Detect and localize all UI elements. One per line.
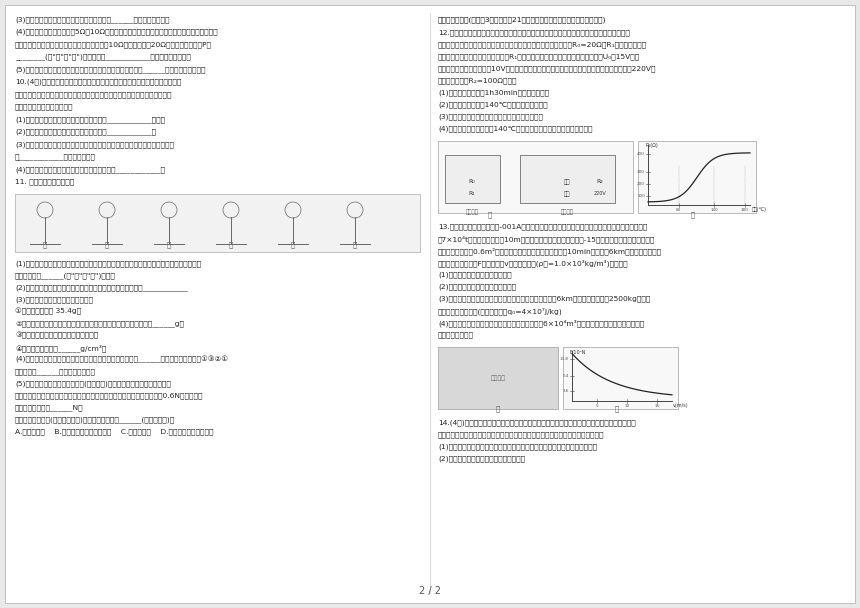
Text: F/10⁴N: F/10⁴N — [570, 349, 587, 354]
Text: ④计算滤汁的密度为______g/cm³；: ④计算滤汁的密度为______g/cm³； — [15, 344, 107, 352]
Text: (4)小海与同学交流后发现：该实验方案会导致所测的密度偏______，若将上述实验步骤①③②①: (4)小海与同学交流后发现：该实验方案会导致所测的密度偏______，若将上述实… — [15, 356, 228, 364]
Text: v(m/s): v(m/s) — [673, 403, 689, 408]
Text: 300: 300 — [637, 170, 645, 174]
Text: 2 / 2: 2 / 2 — [419, 586, 441, 596]
Text: 应将平衡锐尖______(填"左"或"右")旋转；: 应将平衡锐尖______(填"左"或"右")旋转； — [15, 272, 116, 278]
Bar — [638, 141, 756, 213]
Text: 200: 200 — [637, 182, 645, 186]
Bar — [438, 347, 558, 409]
Text: (1)将天平放在水平桌面上，调码归零，指针在分度盘的位置如图甲所示。为了使天平横平，: (1)将天平放在水平桌面上，调码归零，指针在分度盘的位置如图甲所示。为了使天平横… — [15, 260, 201, 267]
Text: 电热丝的电阻値R₂=100Ω，求：: 电热丝的电阻値R₂=100Ω，求： — [438, 77, 518, 84]
Text: (3)改正电路后，还应将滑动变阻器的滑片移至______端，再闭合开关。: (3)改正电路后，还应将滑动变阻器的滑片移至______端，再闭合开关。 — [15, 16, 169, 22]
Text: (3)用相同酒精灯加热，控制水和沙子的质量和加热时间相同，通过比较水和沙: (3)用相同酒精灯加热，控制水和沙子的质量和加热时间相同，通过比较水和沙 — [15, 141, 174, 148]
Text: 工作电路: 工作电路 — [561, 209, 574, 215]
Text: 三、综合应用题(本题分3个小题，共21分，请将答题过程写在答题卡的对应位置): 三、综合应用题(本题分3个小题，共21分，请将答题过程写在答题卡的对应位置) — [438, 16, 606, 22]
Text: (3)调正错误，完成了下列实验步骤：: (3)调正错误，完成了下列实验步骤： — [15, 296, 93, 303]
Text: (4)闭合开关后，小华先后将5Ω和10Ω的电阀分别接入电路，移动滑片进行两次实验，记录数据: (4)闭合开关后，小华先后将5Ω和10Ω的电阀分别接入电路，移动滑片进行两次实验… — [15, 29, 218, 35]
Text: 差一棵白炎灯。我们发现长时间没有人，而这两盏灯比应用一盏灯时连连亮，由此：: 差一棵白炎灯。我们发现长时间没有人，而这两盏灯比应用一盏灯时连连亮，由此： — [438, 431, 605, 438]
Text: R₂: R₂ — [597, 179, 604, 184]
Text: 航母图片: 航母图片 — [490, 375, 506, 381]
Text: 60: 60 — [676, 208, 681, 212]
Text: 180: 180 — [741, 208, 749, 212]
Text: 电压测量器两端的电压达到10V时，电压测量器通过控制开关断开工作电路。工作电路的电压为220V，: 电压测量器两端的电压达到10V时，电压测量器通过控制开关断开工作电路。工作电路的… — [438, 65, 656, 72]
Text: 橡皮料杆壶口；捺出空气封口；然后将橡皮杖濡入水中，静止时计测力小为0.6N。则滤汁测: 橡皮料杆壶口；捺出空气封口；然后将橡皮杖濡入水中，静止时计测力小为0.6N。则滤… — [15, 392, 204, 399]
Text: (2)小海用于调节天平的测量空杆杯质量时，操作中的错误之处____________: (2)小海用于调节天平的测量空杆杯质量时，操作中的错误之处___________… — [15, 284, 187, 291]
Text: 12.某校物理小组在学习了电学相关的知识后设计了一个粗简的烤箌温控电路，如图甲所示。温: 12.某校物理小组在学习了电学相关的知识后设计了一个粗简的烤箌温控电路，如图甲所… — [438, 29, 630, 36]
Text: 开关: 开关 — [564, 191, 570, 196]
Text: 10.8: 10.8 — [560, 356, 569, 361]
Text: 晚日落后，海边的沙子很快冷却，而海水仍很温暖。对此现象小强提出猜想，并: 晚日落后，海边的沙子很快冷却，而海水仍很温暖。对此现象小强提出猜想，并 — [15, 91, 173, 98]
Text: 子____________，来验证猜想。: 子____________，来验证猜想。 — [15, 153, 96, 161]
Text: (2)电工小这样操作能省电的理由是什么？: (2)电工小这样操作能省电的理由是什么？ — [438, 455, 525, 461]
Text: 放出的热量是多少？(燃料的热値为q₀=4×10⁷J/kg): 放出的热量是多少？(燃料的热値为q₀=4×10⁷J/kg) — [438, 307, 562, 314]
Text: 400: 400 — [637, 152, 645, 156]
Text: 温度(℃): 温度(℃) — [752, 207, 767, 212]
Text: (1)小强的猜想是物质温度变化的快慢可能与____________有关；: (1)小强的猜想是物质温度变化的快慢可能与____________有关； — [15, 116, 165, 123]
Text: 丁: 丁 — [229, 241, 233, 248]
Text: 控制电路: 控制电路 — [465, 209, 478, 215]
Text: 板的总接触面积为0.6m²。该航母再次下水进行试航，航母在10min内航行了6km。如图乙所示是该: 板的总接触面积为0.6m²。该航母再次下水进行试航，航母在10min内航行了6k… — [438, 247, 662, 255]
Text: 利用如图实验装置进行探究。: 利用如图实验装置进行探究。 — [15, 103, 73, 110]
Text: 乙: 乙 — [691, 211, 695, 218]
Text: 利用以上实验数据(水的密度已知)，不能计算出的是______(单项选择题)。: 利用以上实验数据(水的密度已知)，不能计算出的是______(单项选择题)。 — [15, 416, 175, 423]
Text: (5)小海取水方法：用弹笧测力计(适量列水)、称、水，故测量计将滤汁装入: (5)小海取水方法：用弹笧测力计(适量列水)、称、水，故测量计将滤汁装入 — [15, 380, 171, 387]
Text: 3.6: 3.6 — [562, 389, 569, 393]
Text: (4)当两架舶载机起飞后，航母排开海水的体积减少6×10⁴m³，静止在平地上的一霖舶载机对甚: (4)当两架舶载机起飞后，航母排开海水的体积减少6×10⁴m³，静止在平地上的一… — [438, 319, 644, 326]
Text: R₁(Ω): R₁(Ω) — [646, 143, 659, 148]
Text: 受到的合力大小为______N。: 受到的合力大小为______N。 — [15, 404, 83, 411]
Text: 10.(4分)同样日照条件下，夏天中午海边的沙子烫得熨脚，但海水却凉凉的；僅: 10.(4分)同样日照条件下，夏天中午海边的沙子烫得熨脚，但海水却凉凉的；僅 — [15, 78, 181, 85]
Text: A.滤汁的质量    B.滤汁中在水中所受到的力    C.滤汁的体积    D.滤汁中的水所受到的力: A.滤汁的质量 B.滤汁中在水中所受到的力 C.滤汁的体积 D.滤汁中的水所受到… — [15, 428, 213, 435]
Text: R₁: R₁ — [469, 191, 476, 196]
Text: (4)实际生活中，中午海水比沙子温度低，原因是____________。: (4)实际生活中，中午海水比沙子温度低，原因是____________。 — [15, 166, 165, 173]
Bar — [445, 155, 500, 203]
Text: 220V: 220V — [593, 191, 606, 196]
Text: 5.4: 5.4 — [562, 374, 569, 378]
Text: ②测精盘倒入滤汁中，将砧码放在渴盘的位置如图乙所示，天平平衡______g；: ②测精盘倒入滤汁中，将砧码放在渴盘的位置如图乙所示，天平平衡______g； — [15, 320, 184, 326]
Text: 甲: 甲 — [488, 211, 492, 218]
Bar — [438, 141, 633, 213]
Text: 甲: 甲 — [43, 241, 47, 248]
Text: (1)工作电路正常工作1h30min时消耗的电能；: (1)工作电路正常工作1h30min时消耗的电能； — [438, 89, 550, 95]
Text: (3)当电压测量器断开控制开关时，烤箌内的温度；: (3)当电压测量器断开控制开关时，烤箌内的温度； — [438, 113, 543, 120]
Text: ①测得空杯质量为 35.4g；: ①测得空杯质量为 35.4g； — [15, 308, 81, 315]
Text: 己: 己 — [353, 241, 357, 248]
Text: ③将滤汁中的路全部倒入瓶中，如图丙；: ③将滤汁中的路全部倒入瓶中，如图丙； — [15, 332, 98, 339]
Text: R₀: R₀ — [469, 179, 476, 184]
Text: 为7×10⁴t，最大吃水深度为10m。航母上配备了滑跃式起飞的欼-15舰载机，母舰舶载机与航母甚: 为7×10⁴t，最大吃水深度为10m。航母上配备了滑跃式起飞的欼-15舰载机，母… — [438, 235, 655, 243]
Text: 航母试航过程中合力F与航行速度v的关系图象。(ρ海=1.0×10³kg/m³)试计算：: 航母试航过程中合力F与航行速度v的关系图象。(ρ海=1.0×10³kg/m³)试… — [438, 259, 629, 267]
Text: 甲: 甲 — [496, 405, 501, 412]
Text: 11. 测量自制滤汁的密度。: 11. 测量自制滤汁的密度。 — [15, 179, 74, 185]
Text: (2)当烤箌内温度达到140℃时，烤箌的电功率；: (2)当烤箌内温度达到140℃时，烤箌的电功率； — [438, 101, 548, 108]
Text: 15: 15 — [654, 404, 660, 408]
Text: 5: 5 — [596, 404, 599, 408]
Text: 板的压强是多少？: 板的压强是多少？ — [438, 331, 474, 337]
Text: 如乙表格所示。滑片位置不动，断开开关，再将10Ω的电阻替换为20Ω，闭合开关，滑片P向: 如乙表格所示。滑片位置不动，断开开关，再将10Ω的电阻替换为20Ω，闭合开关，滑… — [15, 41, 212, 47]
Text: 100: 100 — [637, 194, 645, 198]
Text: 戊: 戊 — [291, 241, 295, 248]
Text: (3)试航过程中，航母的合力所做的功底是多少？匹速航行6km，过程稏尽燃料油2500kg，此次: (3)试航过程中，航母的合力所做的功底是多少？匹速航行6km，过程稏尽燃料油25… — [438, 295, 650, 302]
Bar — [15, 194, 420, 252]
Text: 控电路由控制电路和工作电路两部分组成。在控制电路中，定値电阻R₀=20Ω，R₁为热敏电阻，其: 控电路由控制电路和工作电路两部分组成。在控制电路中，定値电阻R₀=20Ω，R₁为… — [438, 41, 647, 47]
Text: 阻値随温度的变化曲线如图乙所示，R₁与电压测量器串联，控制电路中的电源电压U₀为15V。当: 阻値随温度的变化曲线如图乙所示，R₁与电压测量器串联，控制电路中的电源电压U₀为… — [438, 53, 640, 60]
Text: 14.(4分)学校寿舍有一盏灯行达賭标指示，经常更换，电工小将在就近的位置直接接入两盘与质: 14.(4分)学校寿舍有一盏灯行达賭标指示，经常更换，电工小将在就近的位置直接接… — [438, 419, 636, 426]
Text: (1)航母渠水时的最大压强是多少？: (1)航母渠水时的最大压强是多少？ — [438, 271, 512, 278]
Bar — [563, 347, 678, 409]
Text: 顺序调整为______，就能减小误差。: 顺序调整为______，就能减小误差。 — [15, 368, 96, 375]
FancyBboxPatch shape — [5, 5, 855, 603]
Text: 140: 140 — [710, 208, 718, 212]
Text: ________(填"左"或"右")移动，直到____________，记录电流表示数。: ________(填"左"或"右")移动，直到____________，记录电流… — [15, 54, 191, 60]
Text: 丙: 丙 — [167, 241, 171, 248]
Bar — [520, 155, 615, 203]
Text: (5)按上述步骤继续实验，每次只接入一个定値电阻，还可以再______个实验来获取数据。: (5)按上述步骤继续实验，每次只接入一个定値电阻，还可以再______个实验来获… — [15, 66, 206, 73]
Text: 控制: 控制 — [564, 179, 570, 185]
Text: (2)实验时需要的测量工具有温度计、停表和____________；: (2)实验时需要的测量工具有温度计、停表和____________； — [15, 128, 157, 135]
Text: 10: 10 — [624, 404, 630, 408]
Text: 乙: 乙 — [615, 405, 619, 412]
Text: 乙: 乙 — [105, 241, 109, 248]
Text: 13.图甲是我国首艷国产航母-001A型航空母舰，它属于中型常规动力航母。该航母满载时的排水量: 13.图甲是我国首艷国产航母-001A型航空母舰，它属于中型常规动力航母。该航母… — [438, 223, 648, 230]
Text: (1)同学们推断这两盏灯的连接方式，是串联还是并联？你的判断依据是什么？: (1)同学们推断这两盏灯的连接方式，是串联还是并联？你的判断依据是什么？ — [438, 443, 597, 449]
Text: (2)航母受到海水的最大浮力是多少？: (2)航母受到海水的最大浮力是多少？ — [438, 283, 516, 289]
Text: (4)为了使烤箌最高温度为140℃，请通过计算说明如何调整控制电路？: (4)为了使烤箌最高温度为140℃，请通过计算说明如何调整控制电路？ — [438, 125, 593, 131]
